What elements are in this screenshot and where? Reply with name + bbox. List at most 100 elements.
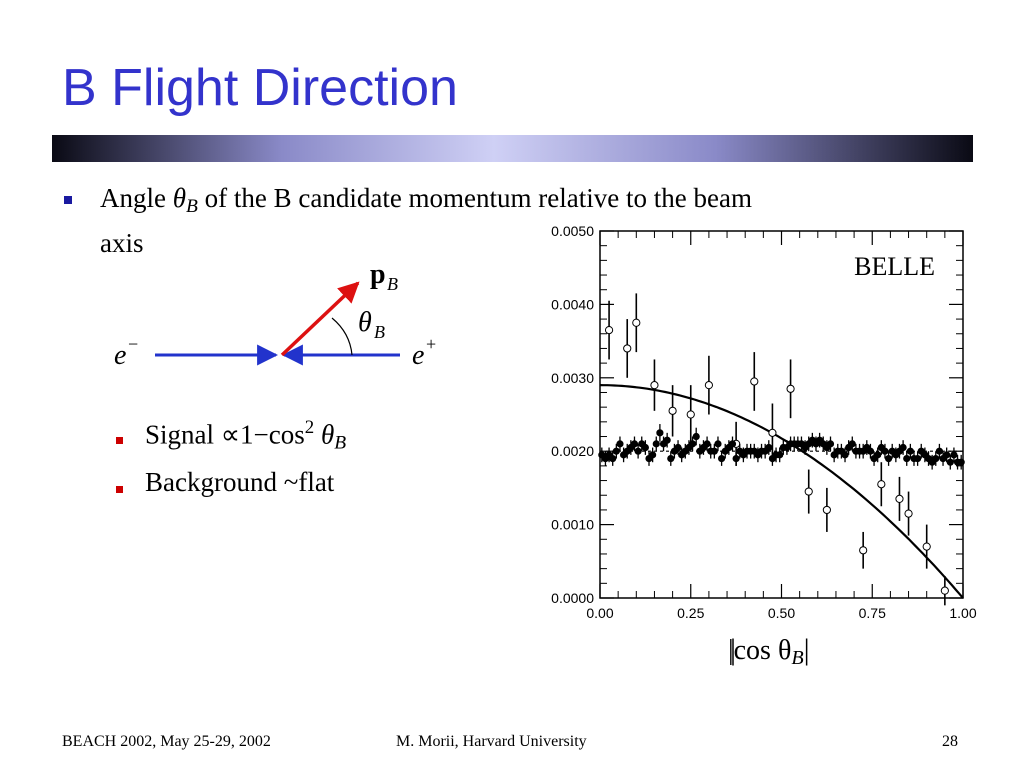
background-data-point (663, 436, 671, 444)
beam-diagram: p B θ B e − e + (114, 259, 436, 371)
background-data-point (776, 451, 784, 459)
signal-data-point (859, 546, 868, 555)
x-tick-label: 0.75 (859, 605, 886, 621)
signal-data-point (895, 494, 904, 504)
x-axis-label: ||cos θB| (728, 633, 810, 670)
main-prefix: Angle (100, 183, 166, 213)
x-axis-label-sub: B (791, 647, 804, 670)
sub-bullet-marker (116, 486, 123, 493)
signal-data-point (822, 505, 831, 515)
background-data-point (710, 447, 718, 455)
signal-data-point (650, 381, 659, 390)
background-data-point (881, 447, 889, 455)
background-data-point (612, 447, 620, 455)
signal-data-point (786, 384, 795, 393)
signal-data-point (632, 318, 641, 327)
signal-data-point (904, 509, 913, 518)
background-data-point (667, 454, 675, 463)
background-data-point (826, 440, 835, 448)
main-suffix: of the B candidate momentum relative to … (204, 183, 752, 213)
slide-title: B Flight Direction (62, 59, 458, 117)
background-data-point (609, 454, 617, 463)
theta-symbol: θ (172, 183, 186, 213)
signal-data-point (940, 586, 949, 595)
chart-points (598, 293, 965, 606)
background-data-point (714, 440, 722, 448)
background-data-point (848, 440, 856, 448)
signal-data-point (877, 480, 886, 489)
theta-diagram-label: θ (358, 307, 372, 338)
pb-momentum-arrow (280, 281, 360, 357)
e-minus-label: e (114, 340, 126, 371)
background-data-point (692, 432, 700, 441)
signal-bullet: Signal ∝1−cos2 θB (145, 417, 346, 454)
background-data-point (957, 458, 965, 466)
signal-label: Signal (145, 419, 215, 450)
background-data-point (652, 440, 660, 448)
y-tick-label: 0.0000 (551, 590, 594, 606)
x-tick-label: 0.50 (768, 605, 795, 621)
theta-diagram-subscript: B (374, 322, 385, 342)
background-data-point (884, 454, 893, 463)
background-data-point (630, 440, 639, 448)
y-tick-label: 0.0040 (551, 296, 594, 312)
e-plus-label: e (412, 340, 424, 371)
x-tick-label: 0.00 (586, 605, 613, 621)
background-data-point (688, 440, 697, 448)
background-data-point (641, 443, 649, 452)
background-data-point (906, 447, 914, 455)
signal-data-point (686, 410, 695, 419)
x-tick-label: 0.25 (677, 605, 704, 621)
background-data-point (946, 458, 954, 466)
background-data-point (634, 447, 642, 455)
background-data-point (674, 443, 682, 452)
sub-bullet-marker (116, 437, 123, 444)
signal-data-point (704, 381, 713, 390)
background-data-point (943, 451, 951, 459)
chart-curves (599, 384, 964, 599)
cos-theta-chart: 0.0000 0.0010 0.0020 0.0030 0.0040 0.0050 0.00… (551, 223, 977, 621)
background-data-point (616, 440, 624, 448)
e-minus-sup: − (128, 334, 138, 354)
y-tick-label: 0.0050 (551, 223, 594, 239)
plot-frame (599, 230, 964, 599)
theta-angle-arc (331, 317, 353, 356)
main-bullet-text: Angle θB of the B candidate momentum rel… (100, 180, 940, 262)
e-plus-sup: + (426, 334, 436, 354)
footer-author: M. Morii, Harvard University (396, 733, 587, 750)
signal-data-point (750, 377, 759, 386)
background-data-point (649, 451, 657, 459)
p-subscript: B (387, 274, 398, 294)
x-tick-label: 1.00 (949, 605, 976, 621)
background-data-point (903, 454, 911, 463)
signal-theta: θ (320, 419, 335, 450)
signal-data-point (768, 428, 777, 437)
background-data-point (932, 454, 940, 463)
background-data-point (841, 451, 849, 459)
signal-data-point (604, 325, 614, 335)
background-data-point (914, 454, 922, 463)
signal-formula: ∝1−cos (220, 419, 305, 450)
p-label: p (370, 259, 386, 290)
signal-fit-curve (599, 384, 964, 599)
signal-power: 2 (304, 417, 315, 438)
background-bullet: Background ~flat (145, 467, 335, 497)
signal-data-point (623, 344, 632, 353)
main-line-2: axis (100, 227, 144, 258)
signal-data-point (922, 542, 931, 551)
signal-theta-sub: B (334, 432, 347, 454)
background-data-point (703, 440, 711, 448)
background-data-point (935, 447, 944, 455)
background-data-point (899, 443, 907, 452)
signal-data-point (804, 487, 813, 496)
title-divider-bar (52, 135, 973, 162)
bullet-marker (64, 196, 72, 204)
chart-axes: 0.0000 0.0010 0.0020 0.0030 0.0040 0.0050 0.00… (551, 223, 977, 621)
background-data-point (656, 429, 664, 437)
belle-annotation: BELLE (854, 252, 935, 281)
x-axis-label-text: |cos θ (728, 635, 792, 666)
background-data-point (874, 451, 882, 459)
background-data-point (765, 443, 773, 452)
signal-data-point (668, 406, 677, 415)
y-tick-label: 0.0020 (551, 443, 594, 459)
